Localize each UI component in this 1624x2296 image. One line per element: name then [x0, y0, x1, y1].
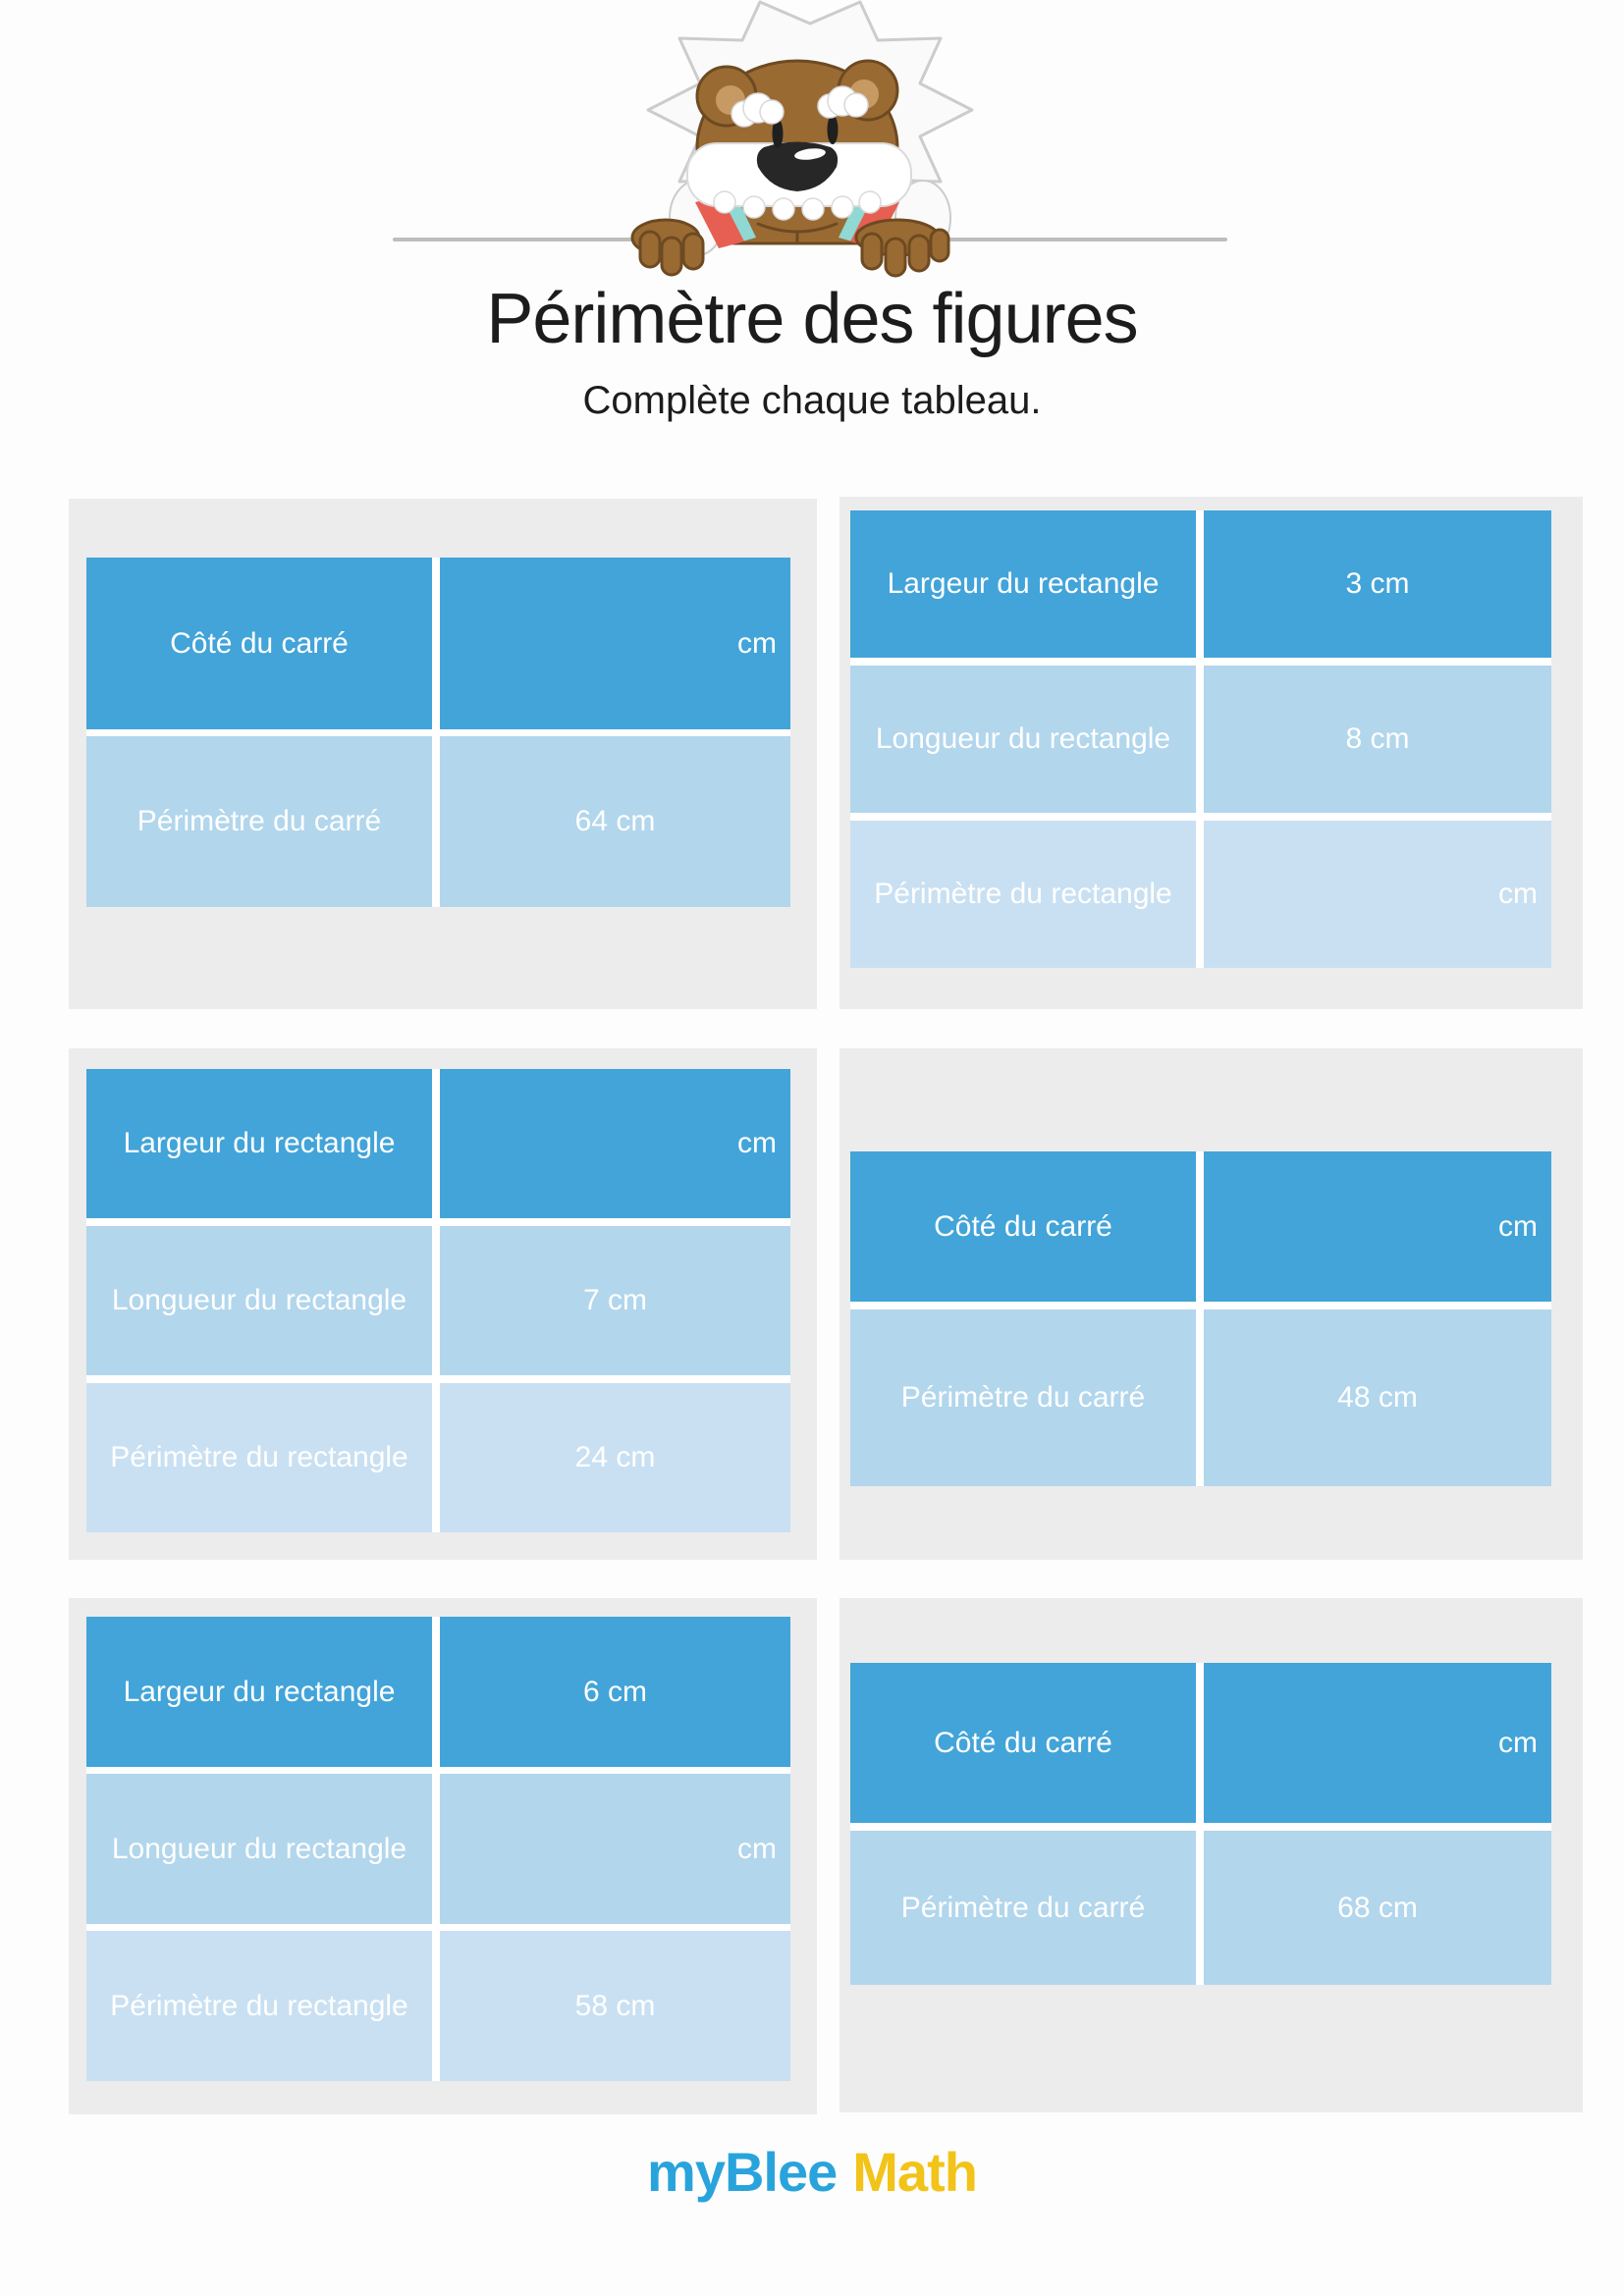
blank-answer-cell: cm: [440, 1774, 790, 1924]
table-row: Périmètre du rectangle 58 cm: [86, 1931, 790, 2081]
mascot-eyes: [772, 115, 839, 148]
perimeter-table: Largeur du rectangle cm Longueur du rect…: [86, 1069, 790, 1532]
blank-answer-cell: cm: [1204, 821, 1551, 968]
table-panel-middle-left: Largeur du rectangle cm Longueur du rect…: [69, 1048, 817, 1560]
table-panel-middle-right: Côté du carré cm Périmètre du carré 48 c…: [839, 1048, 1583, 1560]
blank-answer-cell: cm: [440, 1069, 790, 1218]
table-row: Périmètre du rectangle 24 cm: [86, 1383, 790, 1532]
row-value-cell: 7 cm: [440, 1226, 790, 1375]
table-row: Côté du carré cm: [86, 558, 790, 729]
table-panel-bottom-left: Largeur du rectangle 6 cm Longueur du re…: [69, 1598, 817, 2114]
page-subtitle: Complète chaque tableau.: [582, 379, 1042, 422]
row-value-cell: 8 cm: [1204, 666, 1551, 813]
myblee-math-logo: myBlee Math: [0, 2140, 1624, 2204]
row-label-cell: Côté du carré: [850, 1151, 1196, 1302]
perimeter-table: Côté du carré cm Périmètre du carré 48 c…: [850, 1151, 1551, 1486]
table-row: Périmètre du carré 64 cm: [86, 736, 790, 907]
row-value-cell: 48 cm: [1204, 1309, 1551, 1486]
row-label-cell: Périmètre du carré: [850, 1831, 1196, 1985]
row-label-cell: Côté du carré: [86, 558, 432, 729]
row-label-cell: Périmètre du rectangle: [86, 1931, 432, 2081]
perimeter-table: Largeur du rectangle 6 cm Longueur du re…: [86, 1617, 790, 2081]
table-row: Longueur du rectangle 7 cm: [86, 1226, 790, 1375]
row-label-cell: Périmètre du carré: [86, 736, 432, 907]
table-panel-top-left: Côté du carré cm Périmètre du carré 64 c…: [69, 499, 817, 1009]
table-row: Côté du carré cm: [850, 1663, 1551, 1823]
blank-answer-cell: cm: [1204, 1663, 1551, 1823]
mascot-eyebrow-right: [817, 85, 869, 119]
table-row: Périmètre du rectangle cm: [850, 821, 1551, 968]
page-title: Périmètre des figures: [486, 280, 1138, 358]
table-row: Largeur du rectangle 3 cm: [850, 510, 1551, 658]
row-value-cell: 3 cm: [1204, 510, 1551, 658]
row-value-cell: 58 cm: [440, 1931, 790, 2081]
row-value-cell: 68 cm: [1204, 1831, 1551, 1985]
row-label-cell: Longueur du rectangle: [850, 666, 1196, 813]
perimeter-table: Côté du carré cm Périmètre du carré 68 c…: [850, 1663, 1551, 1985]
row-label-cell: Périmètre du rectangle: [86, 1383, 432, 1532]
row-label-cell: Périmètre du carré: [850, 1309, 1196, 1486]
table-panel-top-right: Largeur du rectangle 3 cm Longueur du re…: [839, 497, 1583, 1009]
perimeter-table: Côté du carré cm Périmètre du carré 64 c…: [86, 558, 790, 907]
logo-myblee-text: myBlee: [647, 2141, 838, 2203]
table-row: Périmètre du carré 48 cm: [850, 1309, 1551, 1486]
mascot-nose: [756, 141, 839, 191]
blank-answer-cell: cm: [440, 558, 790, 729]
table-row: Longueur du rectangle 8 cm: [850, 666, 1551, 813]
mascot-eyebrow-left: [731, 92, 785, 128]
table-row: Largeur du rectangle cm: [86, 1069, 790, 1218]
row-label-cell: Largeur du rectangle: [850, 510, 1196, 658]
row-label-cell: Longueur du rectangle: [86, 1774, 432, 1924]
table-row: Périmètre du carré 68 cm: [850, 1831, 1551, 1985]
row-value-cell: 64 cm: [440, 736, 790, 907]
blank-answer-cell: cm: [1204, 1151, 1551, 1302]
logo-math-text: Math: [852, 2141, 978, 2203]
perimeter-table: Largeur du rectangle 3 cm Longueur du re…: [850, 510, 1551, 968]
mascot-paw-left: [630, 218, 705, 277]
table-row: Côté du carré cm: [850, 1151, 1551, 1302]
einstein-dog-mascot: [630, 0, 974, 278]
row-label-cell: Périmètre du rectangle: [850, 821, 1196, 968]
table-row: Longueur du rectangle cm: [86, 1774, 790, 1924]
row-label-cell: Largeur du rectangle: [86, 1069, 432, 1218]
mascot-paw-right: [854, 218, 950, 278]
row-label-cell: Largeur du rectangle: [86, 1617, 432, 1767]
row-label-cell: Côté du carré: [850, 1663, 1196, 1823]
table-row: Largeur du rectangle 6 cm: [86, 1617, 790, 1767]
row-value-cell: 6 cm: [440, 1617, 790, 1767]
table-panel-bottom-right: Côté du carré cm Périmètre du carré 68 c…: [839, 1598, 1583, 2112]
row-label-cell: Longueur du rectangle: [86, 1226, 432, 1375]
row-value-cell: 24 cm: [440, 1383, 790, 1532]
